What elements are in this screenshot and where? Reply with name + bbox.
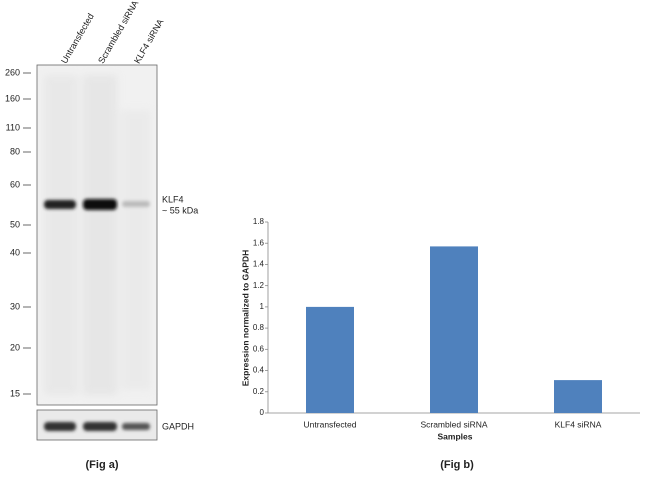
bar — [554, 380, 602, 413]
western-blot: Untransfected Scrambled siRNA KLF4 siRNA… — [5, 0, 198, 471]
y-tick-label: 1 — [260, 302, 265, 311]
y-axis-label: Expression normalized to GAPDH — [240, 250, 250, 387]
marker-label: 20 — [10, 342, 20, 352]
x-tick-label: KLF4 siRNA — [555, 419, 602, 429]
y-tick-label: 0.6 — [253, 344, 265, 353]
marker-label: 15 — [10, 388, 20, 398]
y-tick-label: 1.4 — [253, 260, 265, 269]
marker-label: 110 — [6, 122, 20, 132]
marker-label: 50 — [10, 219, 20, 229]
y-tick-label: 0.2 — [253, 387, 265, 396]
figure-caption: (Fig b) — [440, 459, 474, 471]
bar — [306, 306, 354, 413]
marker-ticks — [23, 72, 31, 395]
blot-bands — [44, 199, 150, 210]
x-axis-label: Samples — [438, 431, 473, 441]
band-label: KLF4 — [162, 194, 184, 204]
marker-label: 30 — [10, 301, 20, 311]
x-tick-label: Untransfected — [304, 419, 357, 429]
gapdh-bands — [44, 422, 150, 431]
y-tick-label: 1.8 — [253, 217, 265, 226]
loading-control-label: GAPDH — [162, 421, 194, 431]
marker-label: 60 — [10, 179, 20, 189]
marker-label: 80 — [10, 146, 20, 156]
blot-background — [44, 75, 151, 395]
lane-label: Untransfected — [59, 12, 96, 66]
bar — [430, 246, 478, 413]
lane-label: Scrambled siRNA — [96, 0, 140, 65]
marker-label: 40 — [10, 247, 20, 257]
y-tick-label: 1.6 — [253, 238, 265, 247]
x-tick-label: Scrambled siRNA — [420, 419, 487, 429]
band-size: ~ 55 kDa — [162, 205, 198, 215]
bar-chart: Expression normalized to GAPDH Samples (… — [240, 217, 640, 471]
figure-caption: (Fig a) — [86, 459, 119, 471]
y-tick-label: 1.2 — [253, 281, 265, 290]
lane-label: KLF4 siRNA — [132, 17, 165, 65]
y-tick-label: 0.8 — [253, 323, 265, 332]
marker-labels: 260 160 110 80 60 50 40 30 20 15 — [5, 67, 20, 398]
marker-label: 260 — [5, 67, 20, 77]
y-tick-label: 0.4 — [253, 366, 265, 375]
marker-label: 160 — [5, 93, 20, 103]
y-tick-label: 0 — [260, 408, 265, 417]
